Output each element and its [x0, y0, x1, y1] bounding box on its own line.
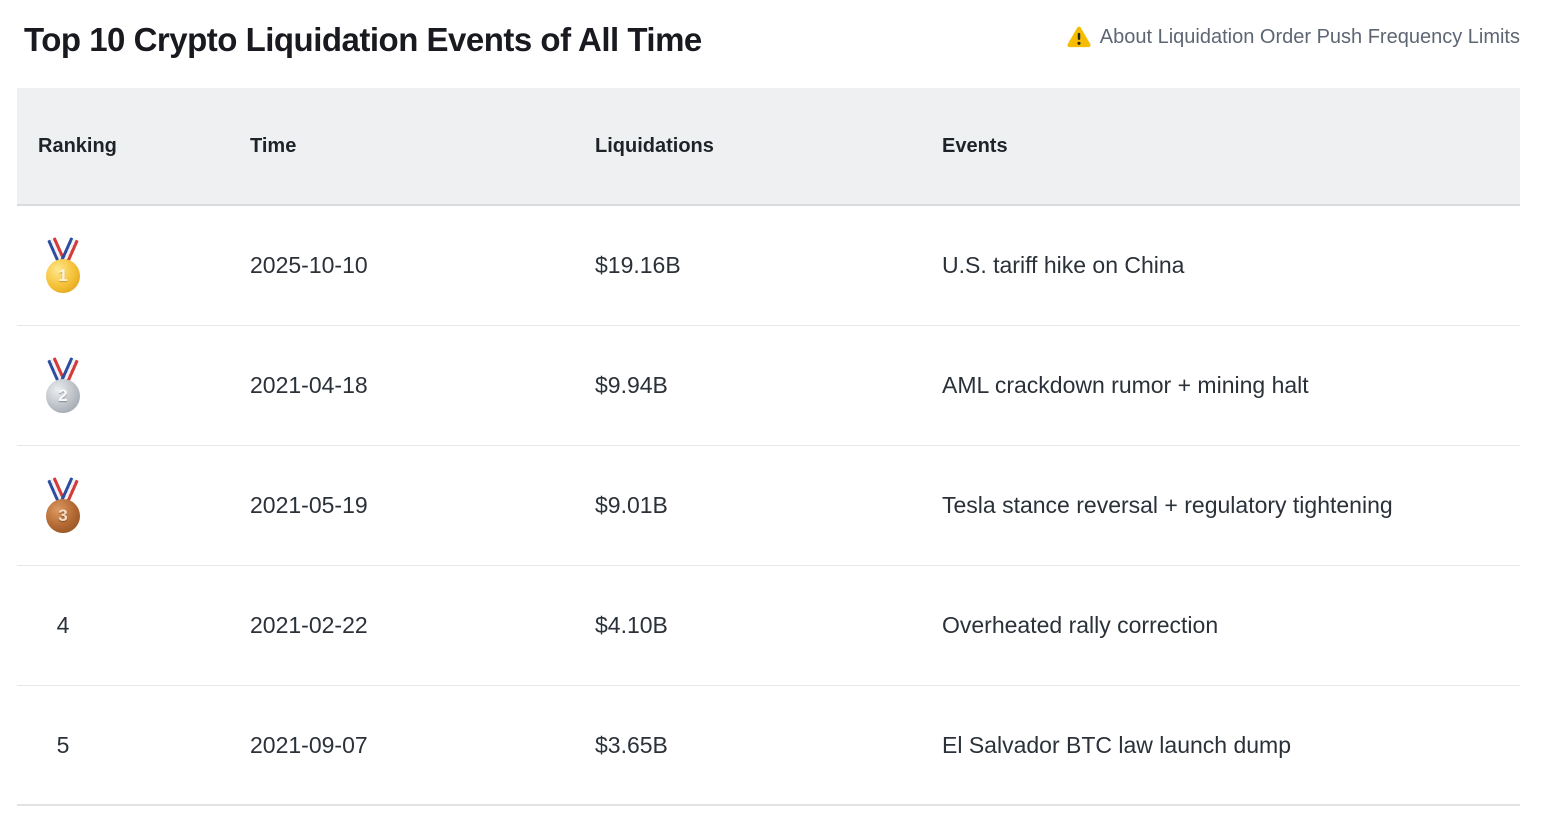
- rank-cell: 2: [17, 356, 250, 415]
- liquidations-cell: $19.16B: [595, 252, 681, 278]
- silver-medal-icon: 2: [44, 356, 82, 415]
- about-link-label: About Liquidation Order Push Frequency L…: [1099, 25, 1520, 48]
- warning-triangle-icon: [1067, 26, 1091, 48]
- table-header-row: Ranking Time Liquidations Events: [17, 88, 1520, 206]
- bronze-medal-icon: 3: [44, 476, 82, 535]
- page-title: Top 10 Crypto Liquidation Events of All …: [24, 21, 702, 58]
- liquidations-cell: $4.10B: [595, 612, 668, 638]
- time-cell: 2021-05-19: [250, 492, 368, 518]
- rank-cell: 4: [17, 612, 250, 639]
- events-cell: U.S. tariff hike on China: [942, 252, 1185, 278]
- column-header-liquidations: Liquidations: [595, 134, 714, 157]
- page-header: Top 10 Crypto Liquidation Events of All …: [0, 0, 1542, 88]
- rank-number: 3: [46, 498, 80, 533]
- rank-number: 2: [46, 378, 80, 413]
- time-cell: 2021-02-22: [250, 612, 368, 638]
- about-liquidation-limits-link[interactable]: About Liquidation Order Push Frequency L…: [1066, 24, 1520, 50]
- events-cell: El Salvador BTC law launch dump: [942, 731, 1291, 758]
- time-cell: 2021-04-18: [250, 372, 368, 398]
- table-row: 4 2021-02-22 $4.10B Overheated rally cor…: [17, 566, 1520, 686]
- table-row: 5 2021-09-07 $3.65B El Salvador BTC law …: [17, 686, 1520, 806]
- liquidation-events-table: Ranking Time Liquidations Events 1 2025-…: [17, 88, 1520, 806]
- rank-cell: 3: [17, 476, 250, 535]
- liquidations-cell: $9.01B: [595, 492, 668, 518]
- time-cell: 2025-10-10: [250, 252, 368, 278]
- time-cell: 2021-09-07: [250, 731, 368, 758]
- table-row: 1 2025-10-10 $19.16B U.S. tariff hike on…: [17, 206, 1520, 326]
- rank-cell: 1: [17, 236, 250, 295]
- rank-number: 1: [46, 258, 80, 293]
- gold-medal-icon: 1: [44, 236, 82, 295]
- events-cell: Tesla stance reversal + regulatory tight…: [942, 492, 1393, 518]
- column-header-ranking: Ranking: [38, 134, 117, 157]
- liquidations-cell: $3.65B: [595, 731, 668, 758]
- table-row: 2 2021-04-18 $9.94B AML crackdown rumor …: [17, 326, 1520, 446]
- events-cell: AML crackdown rumor + mining halt: [942, 372, 1309, 398]
- liquidations-cell: $9.94B: [595, 372, 668, 398]
- table-row: 3 2021-05-19 $9.01B Tesla stance reversa…: [17, 446, 1520, 566]
- column-header-events: Events: [942, 134, 1008, 157]
- events-cell: Overheated rally correction: [942, 612, 1219, 638]
- rank-cell: 5: [17, 732, 250, 759]
- rank-number: 4: [56, 612, 70, 638]
- column-header-time: Time: [250, 134, 297, 157]
- rank-number: 5: [56, 731, 70, 758]
